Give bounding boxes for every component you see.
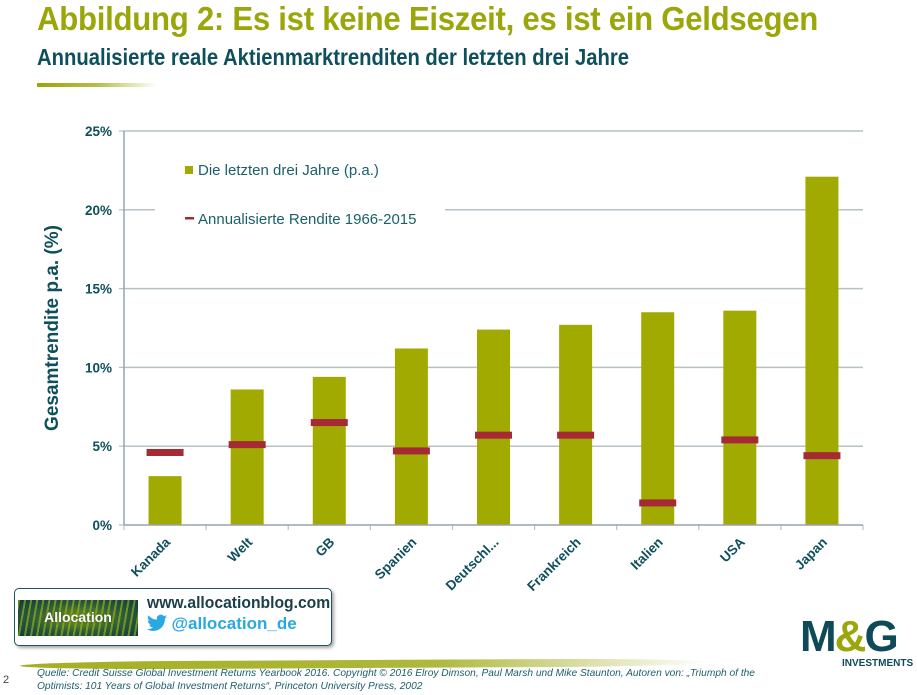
x-tick-label: Frankreich xyxy=(524,535,583,594)
allocation-logo-text: Allocation xyxy=(44,609,112,625)
allocation-blog-banner[interactable]: Allocation www.allocationblog.com @alloc… xyxy=(14,588,332,646)
y-axis-ticks: 0% 5% 10% 15% 20% 25% xyxy=(85,124,124,533)
x-tick-label: Italien xyxy=(628,535,666,573)
legend-label-marker: Annualisierte Rendite 1966-2015 xyxy=(198,211,417,228)
blog-url-link[interactable]: www.allocationblog.com xyxy=(147,594,331,612)
marker xyxy=(475,431,512,439)
marker xyxy=(639,499,677,507)
bar xyxy=(723,310,757,525)
twitter-link[interactable]: @allocation_de xyxy=(147,614,297,634)
marker xyxy=(228,441,266,449)
marker xyxy=(392,447,430,455)
bar xyxy=(230,389,264,525)
x-tick-label: Spanien xyxy=(372,535,420,583)
legend: Die letzten drei Jahre (p.a.) Annualisie… xyxy=(155,152,445,234)
x-tick-label: USA xyxy=(717,534,748,565)
twitter-bird-icon xyxy=(147,614,167,631)
mg-logo-g: G xyxy=(864,612,898,661)
bar xyxy=(394,348,428,525)
title-underline-divider xyxy=(37,83,157,87)
mg-investments-logo: M&G INVESTMENTS xyxy=(800,612,915,674)
bar xyxy=(559,324,593,525)
legend-background xyxy=(155,152,445,234)
page-subtitle: Annualisierte reale Aktienmarktrenditen … xyxy=(37,44,630,70)
legend-label-bar: Die letzten drei Jahre (p.a.) xyxy=(198,162,379,179)
y-tick-label: 15% xyxy=(85,282,112,297)
mg-logo-letters: M&G xyxy=(800,612,899,662)
x-tick-label: Welt xyxy=(225,534,256,565)
x-axis-ticks: Kanada Welt GB Spanien Deutschl... Frankreich… xyxy=(123,525,864,594)
allocation-logo: Allocation xyxy=(18,600,138,636)
bars-series xyxy=(148,176,839,526)
mg-logo-m: M xyxy=(800,612,837,661)
bar xyxy=(148,476,182,525)
page-number: 2 xyxy=(3,674,10,686)
bar xyxy=(477,329,510,525)
bar xyxy=(641,312,675,525)
legend-swatch-marker xyxy=(185,217,194,220)
mg-logo-investments-text: INVESTMENTS xyxy=(842,658,914,669)
source-citation: Quelle: Credit Suisse Global Investment … xyxy=(37,668,755,692)
markers-series xyxy=(146,419,841,507)
x-tick-label: Japan xyxy=(792,535,830,573)
x-tick-label: Kanada xyxy=(128,534,173,579)
x-tick-label: GB xyxy=(312,534,337,559)
bar-chart: 0% 5% 10% 15% 20% 25% Kanada Welt GB Spanien Deut… xyxy=(42,124,864,594)
bar xyxy=(805,176,839,526)
legend-swatch-bar xyxy=(185,166,193,174)
y-tick-label: 10% xyxy=(85,360,112,375)
marker xyxy=(803,452,841,460)
page-title: Abbildung 2: Es ist keine Eiszeit, es is… xyxy=(37,1,819,38)
y-tick-label: 0% xyxy=(92,518,112,533)
bar xyxy=(312,376,346,525)
marker xyxy=(557,431,595,439)
mg-logo-ampersand: & xyxy=(834,612,867,661)
y-tick-label: 20% xyxy=(85,203,112,218)
marker xyxy=(310,419,348,427)
y-tick-label: 5% xyxy=(92,439,112,454)
x-tick-label: Deutschl... xyxy=(443,535,502,594)
y-axis-label: Gesamtrendite p.a. (%) xyxy=(42,225,63,431)
twitter-handle[interactable]: @allocation_de xyxy=(171,614,297,633)
y-tick-label: 25% xyxy=(85,124,112,139)
marker xyxy=(721,436,759,444)
marker xyxy=(146,449,184,457)
